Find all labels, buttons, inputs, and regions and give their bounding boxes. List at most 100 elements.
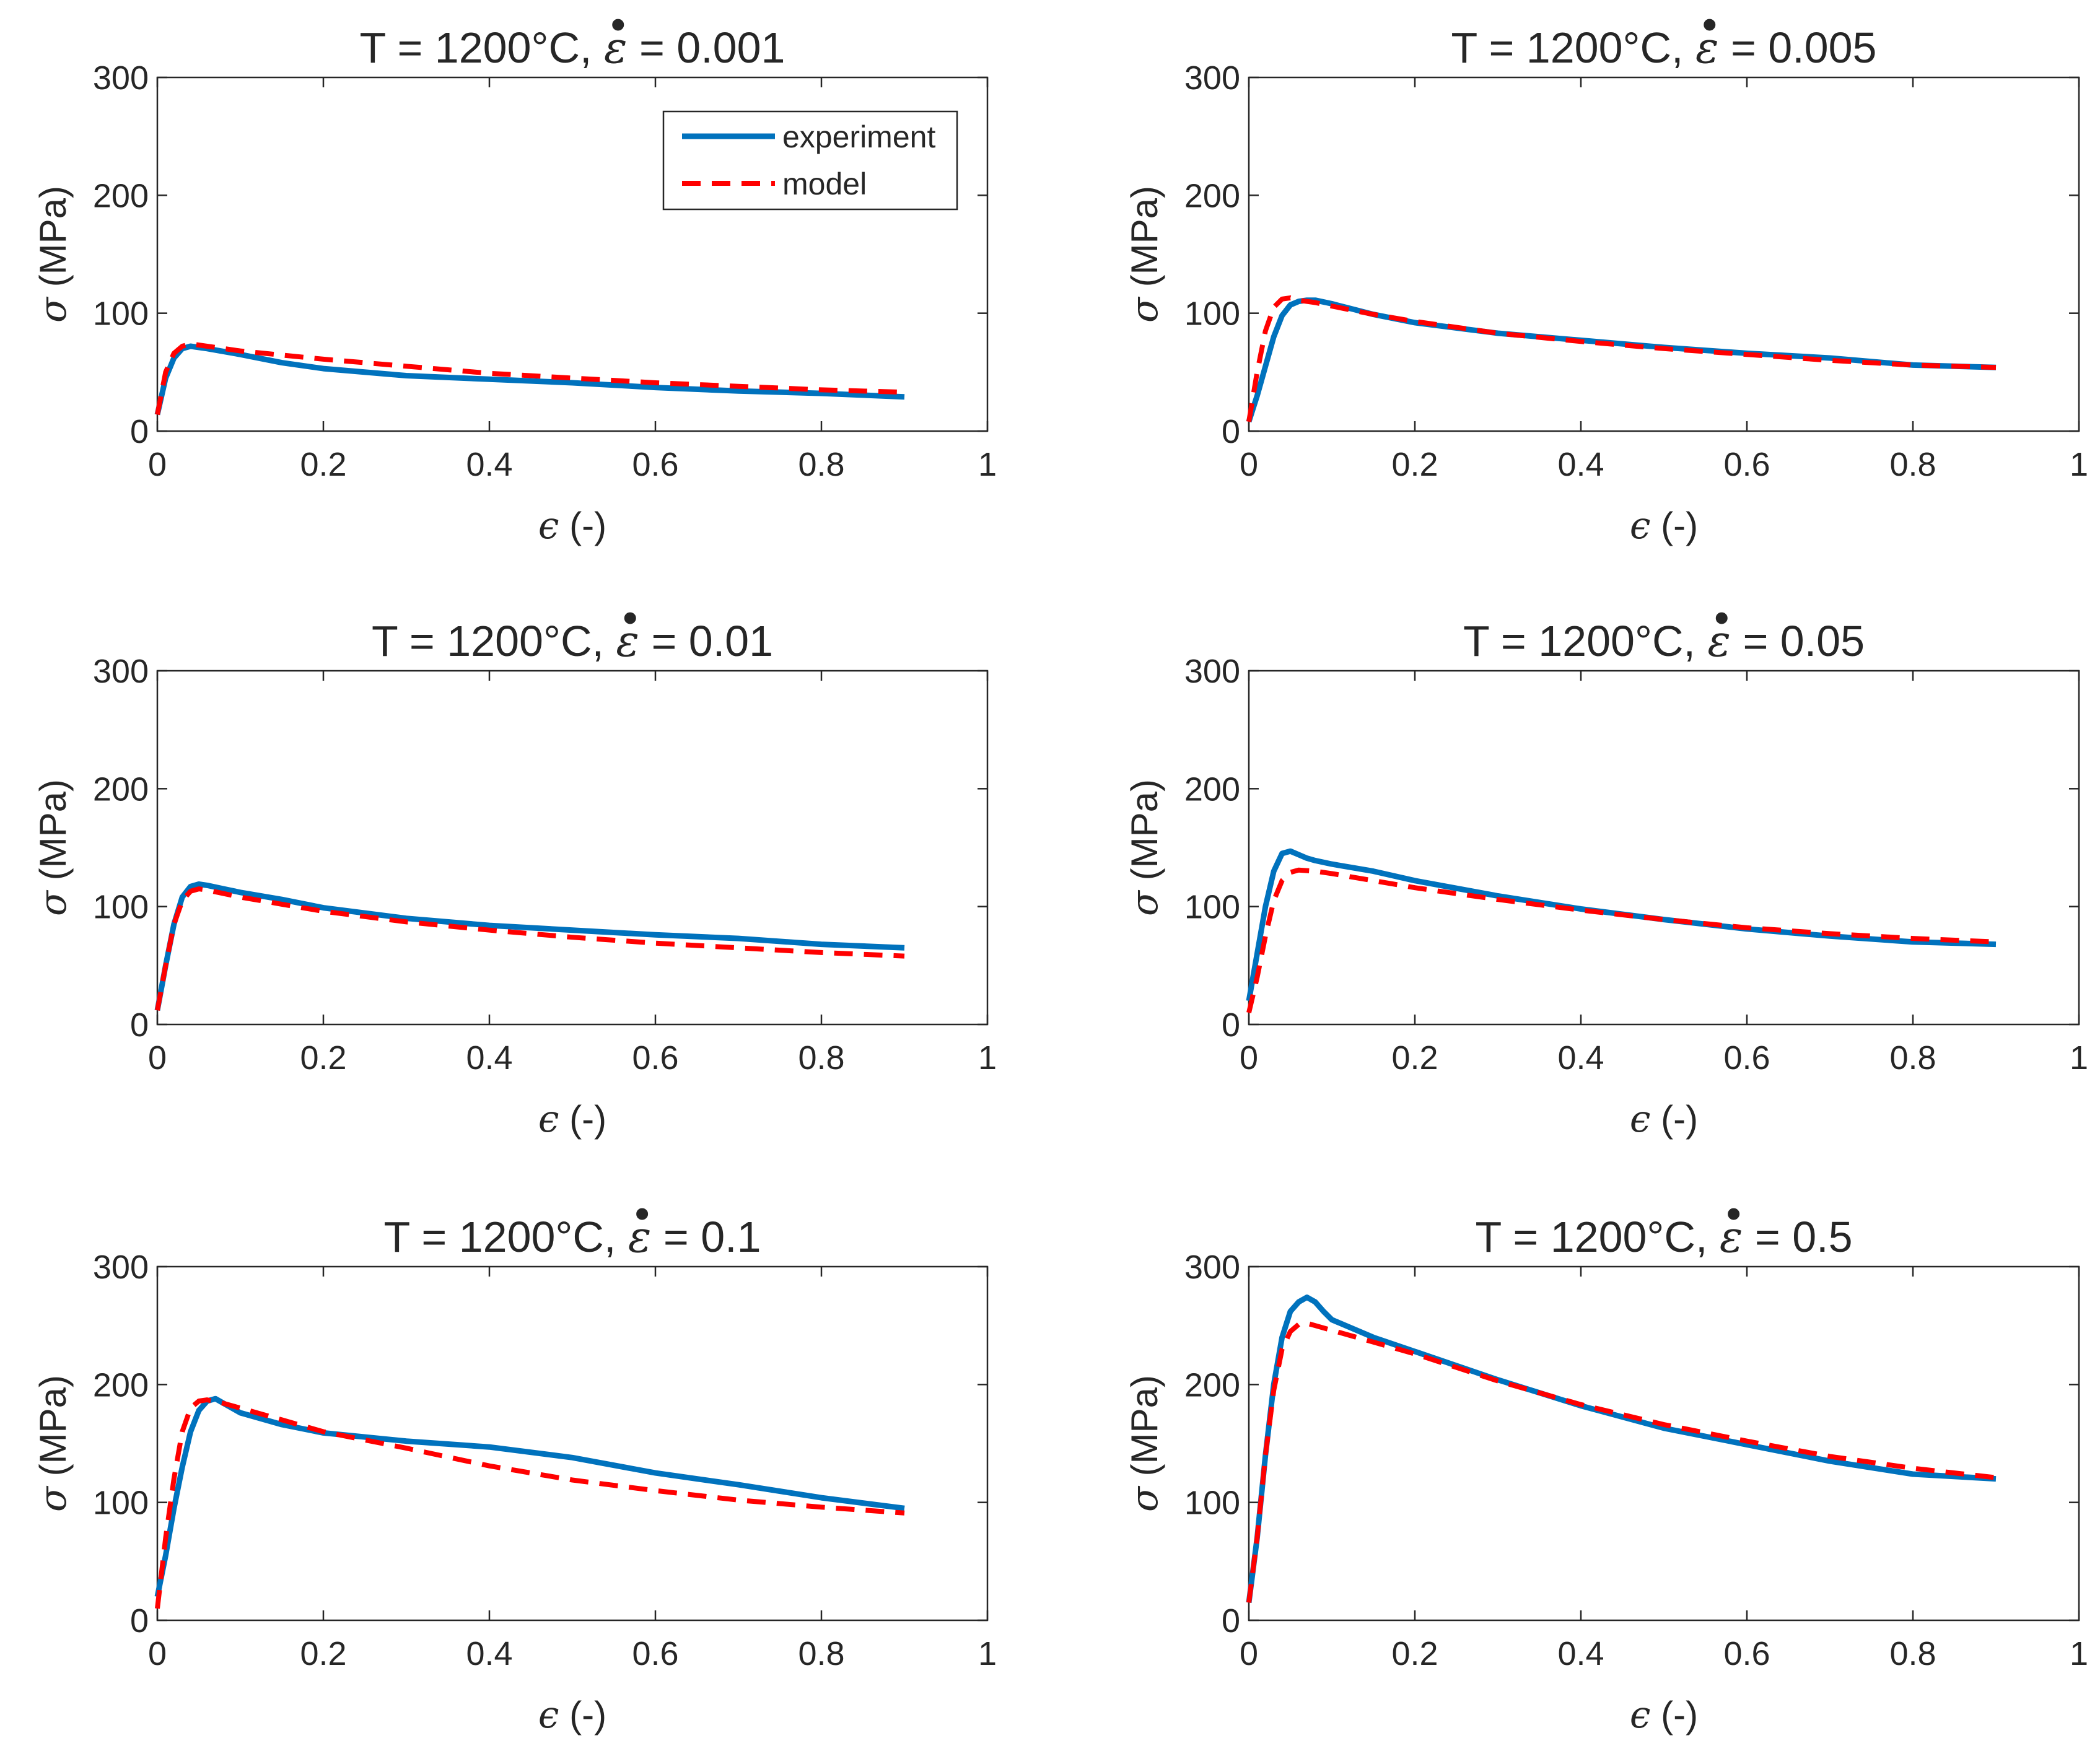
y-axis-unit: (MPa): [1124, 186, 1165, 297]
title-rate-symbol: ε: [1695, 22, 1719, 73]
x-axis-symbol: ϵ: [1630, 504, 1651, 548]
x-tick-label: 0.4: [466, 1635, 512, 1672]
y-tick-label: 200: [1184, 1366, 1240, 1404]
legend: experiment model: [662, 110, 958, 211]
title-rate-symbol: ε: [1707, 616, 1731, 666]
y-axis-label: σ (MPa): [32, 779, 75, 916]
title-rate-value: = 0.5: [1743, 1213, 1852, 1261]
x-axis-symbol: ϵ: [538, 1693, 559, 1737]
y-axis-unit: (MPa): [1124, 779, 1165, 891]
x-axis-unit: (-): [1650, 1098, 1698, 1140]
x-axis-unit: (-): [559, 1694, 606, 1736]
legend-box: [662, 110, 958, 211]
title-rate-value: = 0.01: [639, 617, 773, 665]
x-axis-unit: (-): [1650, 1694, 1698, 1736]
series-line-experiment: [154, 1395, 905, 1597]
title-temperature: T = 1200°C,: [372, 617, 616, 665]
title-rate-value: = 0.001: [628, 24, 785, 72]
x-axis-symbol: ϵ: [538, 504, 559, 548]
axes-frame: [1248, 670, 2080, 1026]
x-tick-label: 0.6: [632, 1039, 678, 1076]
title-temperature: T = 1200°C,: [1475, 1213, 1719, 1261]
title-rate-dot: •: [1726, 1189, 1741, 1238]
y-axis-label: σ (MPa): [1123, 779, 1166, 916]
x-tick-label: 0.8: [1889, 446, 1936, 483]
subplot-6: 0 0.2 0.4 0.6 0.8 1 0 100 200 300 T = 1200°C, ε = …: [1123, 1189, 2088, 1737]
x-tick-label: 0.8: [798, 1635, 844, 1672]
x-tick-label: 0.2: [1391, 1039, 1438, 1076]
axes-frame: [1248, 1265, 2080, 1622]
x-tick-label: 1: [978, 446, 997, 483]
y-axis-symbol: σ: [1123, 1485, 1166, 1512]
series-line-model: [1246, 295, 1997, 422]
y-axis-label: σ (MPa): [1123, 186, 1166, 323]
x-tick-label: 0.2: [300, 446, 346, 483]
x-axis-unit: (-): [559, 1098, 606, 1140]
y-axis-unit: (MPa): [32, 1375, 74, 1487]
y-tick-label: 100: [93, 1485, 149, 1522]
x-tick-label: 0.4: [466, 1039, 512, 1076]
x-axis-symbol: ϵ: [1630, 1693, 1651, 1737]
title-rate-value: = 0.1: [651, 1213, 761, 1261]
y-axis-label: σ (MPa): [1123, 1375, 1166, 1512]
title-rate-value: = 0.005: [1719, 24, 1877, 72]
x-tick-label: 0.8: [1889, 1039, 1936, 1076]
subplot-5: 0 0.2 0.4 0.6 0.8 1 0 100 200 300 T = 1200°C, ε = …: [32, 1189, 997, 1737]
y-tick-label: 300: [93, 1249, 149, 1286]
title-rate-symbol: ε: [628, 1212, 652, 1262]
chart-title: T = 1200°C, ε = 0.005: [1451, 22, 1877, 73]
series-line-experiment: [154, 881, 905, 1011]
title-rate-dot: •: [623, 593, 638, 642]
x-tick-label: 1: [978, 1039, 997, 1076]
y-tick-label: 300: [93, 59, 149, 97]
y-tick-label: 0: [1222, 1602, 1240, 1640]
subplot-3: 0 0.2 0.4 0.6 0.8 1 0 100 200 300 T = 1200°C, ε = …: [32, 593, 997, 1141]
subplot-4: 0 0.2 0.4 0.6 0.8 1 0 100 200 300 T = 1200°C, ε = …: [1123, 593, 2088, 1141]
y-tick-label: 300: [1184, 1249, 1240, 1286]
x-tick-label: 0: [1240, 1039, 1258, 1076]
x-tick-label: 0.8: [798, 1039, 844, 1076]
y-tick-label: 200: [1184, 771, 1240, 808]
x-tick-label: 0: [1240, 1635, 1258, 1672]
y-axis-symbol: σ: [32, 1485, 75, 1512]
y-tick-label: 100: [93, 295, 149, 333]
x-axis-label: ϵ (-): [1630, 504, 1698, 548]
title-rate-symbol: ε: [604, 22, 628, 73]
y-axis-label: σ (MPa): [32, 1375, 75, 1512]
title-rate-symbol: ε: [1720, 1212, 1743, 1262]
title-rate-dot: •: [634, 1189, 650, 1238]
y-tick-label: 300: [1184, 59, 1240, 97]
x-tick-label: 1: [978, 1635, 997, 1672]
title-temperature: T = 1200°C,: [383, 1213, 628, 1261]
title-temperature: T = 1200°C,: [1451, 24, 1695, 72]
title-temperature: T = 1200°C,: [360, 24, 604, 72]
series-line-experiment: [1246, 1295, 1997, 1603]
y-axis-symbol: σ: [32, 889, 75, 916]
series-line-model: [155, 1397, 905, 1609]
x-tick-label: 0: [148, 1039, 167, 1076]
x-tick-label: 0: [148, 1635, 167, 1672]
x-tick-label: 1: [2070, 1635, 2088, 1672]
y-tick-label: 0: [1222, 413, 1240, 450]
y-axis-unit: (MPa): [32, 186, 74, 297]
y-tick-label: 200: [93, 1366, 149, 1404]
chart-title: T = 1200°C, ε = 0.1: [383, 1212, 761, 1262]
x-axis-label: ϵ (-): [1630, 1693, 1698, 1737]
series-line-model: [1246, 867, 1997, 1013]
title-rate-symbol: ε: [616, 616, 639, 666]
series-line-model: [1246, 1321, 1997, 1603]
y-axis-label: σ (MPa): [32, 186, 75, 323]
x-tick-label: 0.4: [1557, 1039, 1604, 1076]
chart-title: T = 1200°C, ε = 0.5: [1475, 1212, 1852, 1262]
y-tick-label: 0: [1222, 1006, 1240, 1044]
x-tick-label: 0.6: [632, 446, 678, 483]
x-axis-symbol: ϵ: [1630, 1098, 1651, 1141]
x-tick-label: 0.6: [1723, 1635, 1770, 1672]
y-tick-label: 100: [1184, 1485, 1240, 1522]
x-tick-label: 0.4: [1557, 446, 1604, 483]
subplot-1: 0 0.2 0.4 0.6 0.8 1 0 100 200 300 T = 1200°C, ε = …: [32, 0, 997, 548]
x-axis-symbol: ϵ: [538, 1098, 559, 1141]
y-tick-label: 0: [130, 1602, 149, 1640]
chart-title: T = 1200°C, ε = 0.05: [1463, 616, 1865, 666]
